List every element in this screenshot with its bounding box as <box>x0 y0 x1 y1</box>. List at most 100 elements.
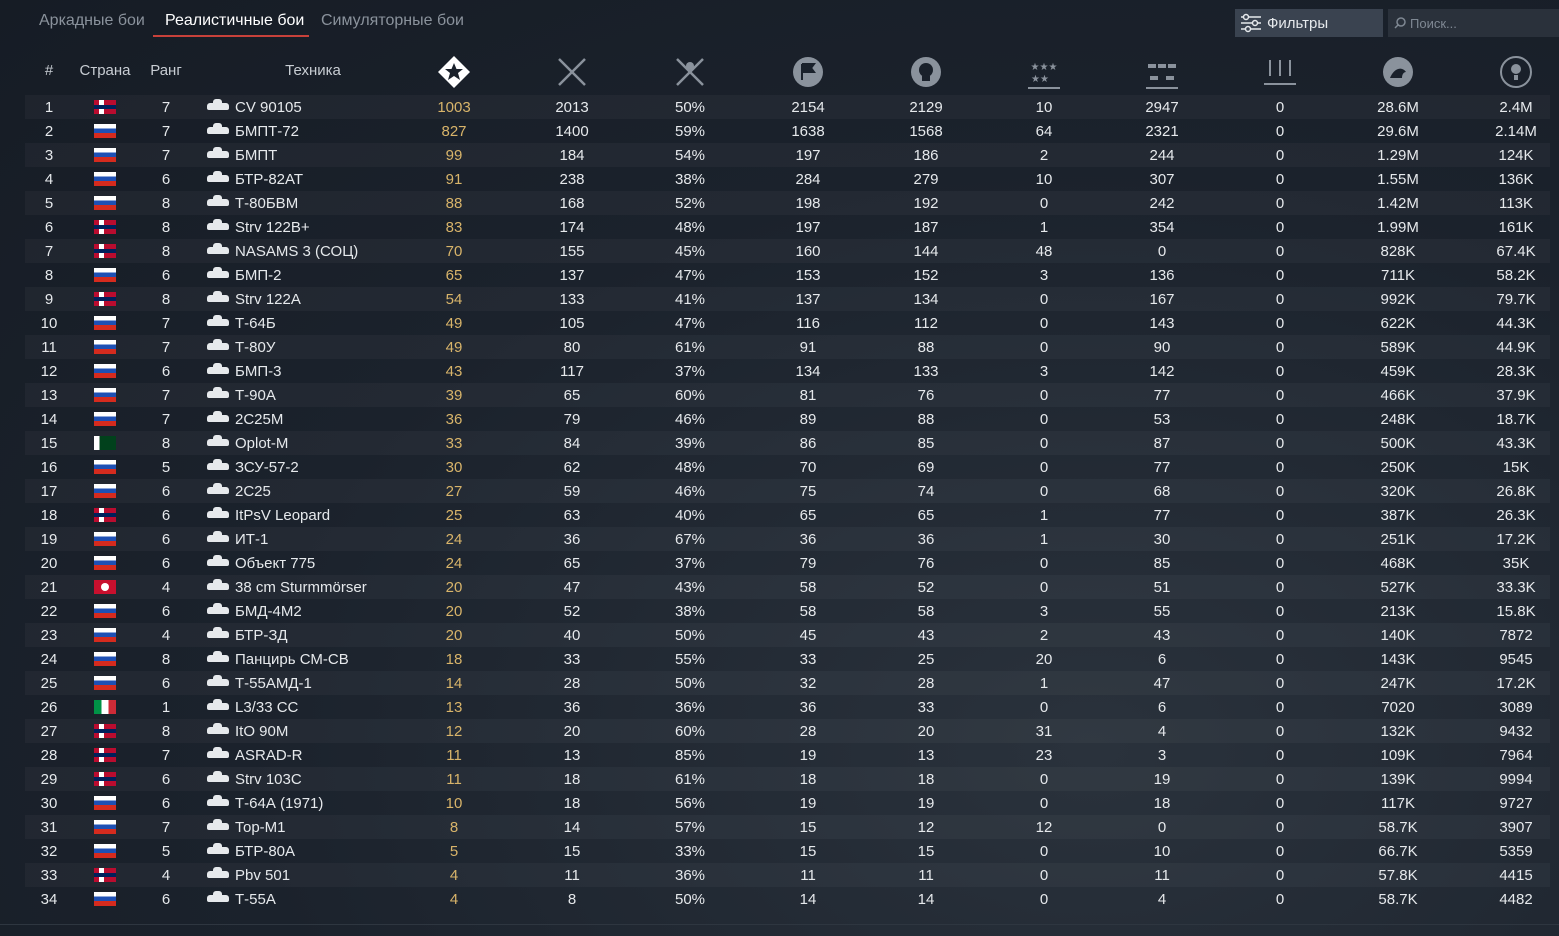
stat-value: 0 <box>1275 699 1285 716</box>
column-header-icon[interactable] <box>1498 54 1534 95</box>
svg-text:★★★: ★★★ <box>1031 62 1058 73</box>
table-row[interactable]: 17 6 2С25 27 59 46% 75 74 0 68 0 320K 26.8K <box>25 479 1550 503</box>
search-box[interactable]: Поиск... <box>1388 9 1559 37</box>
rank: 6 <box>161 267 171 284</box>
table-row[interactable]: 16 5 ЗСУ-57-2 30 62 48% 70 69 0 77 0 250K 15K <box>25 455 1550 479</box>
table-row[interactable]: 5 8 Т-80БВМ 88 168 52% 198 192 0 242 0 1.42M 113K <box>25 191 1550 215</box>
row-number: 6 <box>44 219 54 236</box>
table-row[interactable]: 18 6 ItPsV Leopard 25 63 40% 65 65 1 77 0 387K 26.3K <box>25 503 1550 527</box>
table-row[interactable]: 12 6 БМП-3 43 117 37% 134 133 3 142 0 459K 28.3K <box>25 359 1550 383</box>
stat-value: 61% <box>674 339 706 356</box>
table-row[interactable]: 11 7 Т-80У 49 80 61% 91 88 0 90 0 589K 44.9K <box>25 335 1550 359</box>
vehicle-name: ItPsV Leopard <box>235 507 331 524</box>
stat-value: 153 <box>795 267 821 284</box>
table-row[interactable]: 26 1 L3/33 CC 13 36 36% 36 33 0 6 0 7020 3089 <box>25 695 1550 719</box>
stat-value: 43 <box>445 363 463 380</box>
vehicle-name: Т-80БВМ <box>235 195 299 212</box>
stat-value: 136 <box>1149 267 1175 284</box>
vehicle-name: 38 cm Sturmmörser <box>235 579 367 596</box>
stat-value: 36 <box>563 699 581 716</box>
filter-button[interactable]: Фильтры <box>1235 9 1383 37</box>
stat-value: 30 <box>445 459 463 476</box>
stat-value: 45% <box>674 243 706 260</box>
row-number: 25 <box>40 675 58 692</box>
table-row[interactable]: 20 6 Объект 775 24 65 37% 79 76 0 85 0 468K 35K <box>25 551 1550 575</box>
table-row[interactable]: 10 7 Т-64Б 49 105 47% 116 112 0 143 0 622K 44.3K <box>25 311 1550 335</box>
stat-value: 44.3K <box>1496 315 1536 332</box>
column-header[interactable]: Техника <box>285 62 341 79</box>
row-number: 8 <box>44 267 54 284</box>
country-flag <box>94 820 116 834</box>
row-number: 11 <box>41 339 57 356</box>
stat-value: 5359 <box>1499 843 1533 860</box>
stat-value: 57.8K <box>1378 867 1418 884</box>
table-row[interactable]: 29 6 Strv 103C 11 18 61% 18 18 0 19 0 139K 9994 <box>25 767 1550 791</box>
column-header[interactable]: Страна <box>79 62 131 79</box>
vehicle-name: 2С25 <box>235 483 271 500</box>
table-row[interactable]: 13 7 Т-90А 39 65 60% 81 76 0 77 0 466K 37.9K <box>25 383 1550 407</box>
column-header-icon[interactable] <box>554 54 590 95</box>
vehicle-icon <box>207 723 229 734</box>
table-row[interactable]: 19 6 ИТ-1 24 36 67% 36 36 1 30 0 251K 17.2K <box>25 527 1550 551</box>
table-row[interactable]: 28 7 ASRAD-R 11 13 85% 19 13 23 3 0 109K 7964 <box>25 743 1550 767</box>
stat-value: 80 <box>563 339 581 356</box>
table-row[interactable]: 27 8 ItO 90M 12 20 60% 28 20 31 4 0 132K 9432 <box>25 719 1550 743</box>
table-row[interactable]: 3 7 БМПТ 99 184 54% 197 186 2 244 0 1.29M 124K <box>25 143 1550 167</box>
stat-value: 0 <box>1275 483 1285 500</box>
table-row[interactable]: 25 6 Т-55АМД-1 14 28 50% 32 28 1 47 0 247K 17.2K <box>25 671 1550 695</box>
tab-active[interactable]: Реалистичные бои <box>165 12 305 29</box>
table-row[interactable]: 9 8 Strv 122A 54 133 41% 137 134 0 167 0 992K 79.7K <box>25 287 1550 311</box>
column-header-icon[interactable] <box>436 54 472 95</box>
icon <box>911 57 941 87</box>
stat-value: 9545 <box>1499 651 1533 668</box>
stat-value: 88 <box>917 339 935 356</box>
table-row[interactable]: 7 8 NASAMS 3 (СОЦ) 70 155 45% 160 144 48 0 0 828K 67… <box>25 239 1550 263</box>
stat-value: 4 <box>1157 891 1167 908</box>
stat-value: 88 <box>445 195 463 212</box>
table-row[interactable]: 24 8 Панцирь СМ-СВ 18 33 55% 33 25 20 6 0 143K 9545 <box>25 647 1550 671</box>
table-row[interactable]: 23 4 БТР-ЗД 20 40 50% 45 43 2 43 0 140K 7872 <box>25 623 1550 647</box>
column-header-icon[interactable]: ★★★ ★★ <box>1026 54 1062 95</box>
stat-value: 33 <box>445 435 463 452</box>
stat-value: 1 <box>1039 507 1049 524</box>
column-header-icon[interactable] <box>1380 54 1416 95</box>
table-row[interactable]: 4 6 БТР-82АТ 91 238 38% 284 279 10 307 0 1.55M 136K <box>25 167 1550 191</box>
stat-value: 109K <box>1380 747 1416 764</box>
table-row[interactable]: 22 6 БМД-4М2 20 52 38% 58 58 3 55 0 213K 15.8K <box>25 599 1550 623</box>
table-row[interactable]: 21 4 38 cm Sturmmörser 20 47 43% 58 52 0 51 0 527K 3… <box>25 575 1550 599</box>
column-header-icon[interactable] <box>908 54 944 95</box>
table-row[interactable]: 8 6 БМП-2 65 137 47% 153 152 3 136 0 711K 58.2K <box>25 263 1550 287</box>
column-header-icon[interactable] <box>672 54 708 95</box>
table-row[interactable]: 31 7 Тор-М1 8 14 57% 15 12 12 0 0 58.7K 3907 <box>25 815 1550 839</box>
stat-value: 46% <box>674 483 706 500</box>
vehicle-icon <box>207 891 229 902</box>
tab[interactable]: Аркадные бои <box>39 12 145 29</box>
vehicle-icon <box>207 771 229 782</box>
column-header-icon[interactable] <box>1144 54 1180 95</box>
table-row[interactable]: 34 6 Т-55А 4 8 50% 14 14 0 4 0 58.7K 4482 <box>25 887 1550 911</box>
stat-value: 2 <box>1039 147 1049 164</box>
table-row[interactable]: 33 4 Pbv 501 4 11 36% 11 11 0 11 0 57.8K 4415 <box>25 863 1550 887</box>
stat-value: 28.6M <box>1377 99 1419 116</box>
column-header-icon[interactable] <box>1262 54 1298 95</box>
table-row[interactable]: 6 8 Strv 122B+ 83 174 48% 197 187 1 354 0 1.99M 161K <box>25 215 1550 239</box>
tab[interactable]: Симуляторные бои <box>321 12 464 29</box>
icon <box>558 58 586 86</box>
stat-value: 58.7K <box>1378 891 1418 908</box>
rank: 8 <box>161 195 171 212</box>
table-row[interactable]: 1 7 CV 90105 1003 2013 50% 2154 2129 10 2947 0 28.6… <box>25 95 1550 119</box>
column-header-icon[interactable] <box>790 54 826 95</box>
table-row[interactable]: 32 5 БТР-80А 5 15 33% 15 15 0 10 0 66.7K 5359 <box>25 839 1550 863</box>
icon <box>1500 56 1532 88</box>
table-row[interactable]: 15 8 Oplot-M 33 84 39% 86 85 0 87 0 500K 43.3K <box>25 431 1550 455</box>
stat-value: 57% <box>674 819 706 836</box>
stat-value: 33 <box>563 651 581 668</box>
column-header[interactable]: # <box>44 62 54 79</box>
table-row[interactable]: 2 7 БМПТ-72 827 1400 59% 1638 1568 64 2321 0 29.6M 2… <box>25 119 1550 143</box>
stat-value: 48% <box>674 459 706 476</box>
table-row[interactable]: 30 6 Т-64А (1971) 10 18 56% 19 19 0 18 0 117K 9727 <box>25 791 1550 815</box>
stat-value: 3 <box>1039 267 1049 284</box>
column-header[interactable]: Ранг <box>150 62 182 79</box>
table-row[interactable]: 14 7 2С25М 36 79 46% 89 88 0 53 0 248K 18.7K <box>25 407 1550 431</box>
